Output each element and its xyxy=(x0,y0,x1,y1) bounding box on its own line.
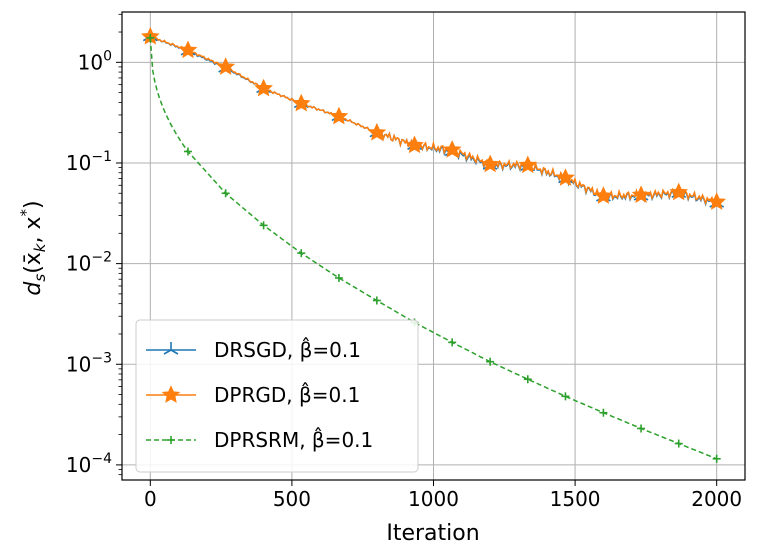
y-tick-label: 10−1 xyxy=(66,149,112,175)
data-point-star xyxy=(707,192,726,210)
legend-box xyxy=(135,319,419,473)
y-tick-label: 10−4 xyxy=(66,451,112,477)
y-label-sub-s: s xyxy=(31,274,49,282)
y-label-d: d xyxy=(21,281,46,296)
legend-label-drsgd: DRSGD, β̂=0.1 xyxy=(214,337,361,362)
data-point-plus xyxy=(637,424,646,433)
y-label-open: (x̄ xyxy=(21,252,46,274)
data-point-star xyxy=(405,135,424,154)
legend-marker-dprsrm xyxy=(167,436,175,444)
data-point-star xyxy=(254,78,273,97)
data-point-plus xyxy=(146,33,155,42)
series-dprsrm xyxy=(146,33,721,463)
y-tick-label: 10−2 xyxy=(66,250,112,276)
data-point-star xyxy=(329,106,349,125)
legend-marker-drsgd xyxy=(163,342,179,355)
data-point-star xyxy=(556,168,575,186)
data-point-star xyxy=(367,122,387,141)
x-tick-label: 1000 xyxy=(408,487,459,511)
data-point-plus xyxy=(297,249,306,258)
x-axis-label: Iteration xyxy=(386,521,479,546)
series-line xyxy=(150,35,717,207)
data-point-plus xyxy=(372,296,381,305)
series-layer xyxy=(141,26,726,463)
data-point-plus xyxy=(486,357,495,366)
y-tick-label: 10−3 xyxy=(66,350,112,376)
x-tick-label: 2000 xyxy=(691,487,742,511)
data-point-star xyxy=(291,93,311,112)
data-point-plus xyxy=(448,338,457,347)
legend: DRSGD, β̂=0.1 DPRGD, β̂=0.1 DPRSRM, β̂=0… xyxy=(135,319,419,473)
data-point-plus xyxy=(259,221,268,230)
data-point-plus xyxy=(221,189,230,198)
legend-label-dprgd: DPRGD, β̂=0.1 xyxy=(214,382,360,407)
y-axis-label: ds(x̄k, x*) xyxy=(17,200,49,295)
data-point-star xyxy=(631,185,651,203)
data-point-plus xyxy=(561,392,570,401)
legend-marker-dprgd xyxy=(161,385,181,403)
data-point-star xyxy=(594,186,613,204)
x-tick-label: 500 xyxy=(273,487,311,511)
ticks: 0 500 1000 1500 2000 100 10−1 10−2 10−3 10−4 xyxy=(66,13,742,511)
y-label-star: * xyxy=(17,208,35,216)
data-point-plus xyxy=(183,147,192,156)
data-point-plus xyxy=(599,408,608,417)
x-tick-label: 0 xyxy=(144,487,157,511)
x-tick-label: 1500 xyxy=(550,487,601,511)
data-point-star xyxy=(518,155,538,174)
data-point-star xyxy=(442,140,462,158)
y-label-sub-k: k xyxy=(31,242,49,252)
legend-label-dprsrm: DPRSRM, β̂=0.1 xyxy=(214,427,373,452)
data-point-star xyxy=(216,57,235,75)
data-point-star xyxy=(669,182,689,201)
y-label-close: ) xyxy=(21,200,46,209)
data-point-plus xyxy=(674,439,683,448)
data-point-plus xyxy=(712,454,721,463)
y-label-x: , x xyxy=(21,216,46,243)
data-point-plus xyxy=(334,273,343,282)
y-tick-label: 100 xyxy=(78,48,112,74)
data-point-star xyxy=(178,40,198,59)
data-point-star xyxy=(480,154,500,173)
series-line xyxy=(149,37,717,460)
data-point-plus xyxy=(523,375,532,384)
